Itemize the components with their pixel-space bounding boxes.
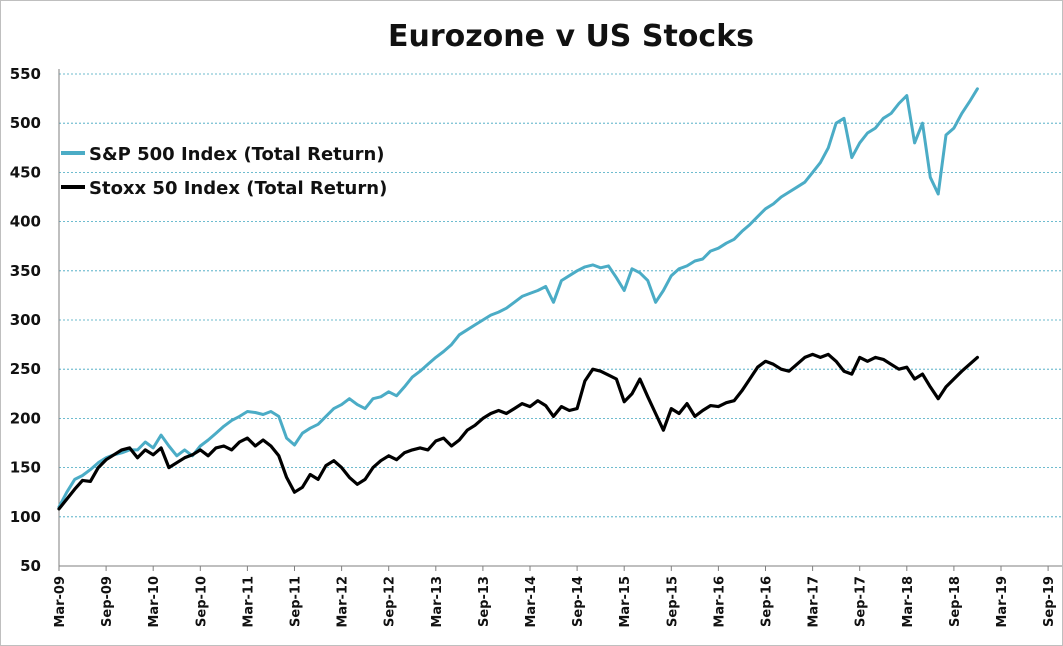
legend-label-sp500: S&P 500 Index (Total Return) xyxy=(89,144,385,165)
x-tick-label: Sep-10 xyxy=(194,576,209,627)
y-tick-label: 350 xyxy=(10,262,41,280)
x-tick-label: Mar-13 xyxy=(430,576,445,628)
x-tick-label: Mar-15 xyxy=(618,576,633,628)
x-axis-ticks: Mar-09 Sep-09 Mar-10 Sep-10 Mar-11 Sep-11 Mar-… xyxy=(53,566,1057,628)
y-tick-label: 200 xyxy=(10,409,41,427)
x-tick-label: Sep-12 xyxy=(383,576,398,627)
y-tick-label: 550 xyxy=(10,65,41,83)
x-tick-label: Sep-15 xyxy=(665,576,680,627)
x-tick-label: Mar-18 xyxy=(901,576,916,628)
legend: S&P 500 Index (Total Return) Stoxx 50 In… xyxy=(61,144,387,199)
y-tick-label: 100 xyxy=(10,508,41,526)
x-tick-label: Sep-17 xyxy=(854,576,869,627)
x-tick-label: Mar-09 xyxy=(53,576,68,628)
series-lines xyxy=(57,87,980,511)
y-tick-label: 50 xyxy=(20,557,41,575)
x-tick-label: Mar-17 xyxy=(807,576,822,628)
x-tick-label: Mar-11 xyxy=(241,576,256,628)
x-tick-label: Mar-16 xyxy=(712,576,727,628)
x-tick-label: Sep-11 xyxy=(289,576,304,627)
series-line-stoxx50 xyxy=(57,352,980,511)
y-tick-label: 250 xyxy=(10,360,41,378)
series-line-sp500 xyxy=(57,87,979,509)
y-tick-label: 150 xyxy=(10,459,41,477)
x-tick-label: Mar-19 xyxy=(995,576,1010,628)
y-axis-ticks: 50 100 150 200 250 300 350 400 450 500 550 xyxy=(10,65,41,575)
x-tick-label: Mar-10 xyxy=(147,576,162,628)
x-tick-label: Sep-13 xyxy=(477,576,492,627)
y-tick-label: 500 xyxy=(10,114,41,132)
gridlines xyxy=(58,69,1062,567)
x-tick-label: Sep-18 xyxy=(948,576,963,627)
legend-label-stoxx50: Stoxx 50 Index (Total Return) xyxy=(89,178,387,199)
y-tick-label: 450 xyxy=(10,163,41,181)
x-tick-label: Mar-12 xyxy=(336,576,351,628)
x-tick-label: Sep-16 xyxy=(760,576,775,627)
chart-title: Eurozone v US Stocks xyxy=(388,19,754,54)
y-tick-label: 300 xyxy=(10,311,41,329)
x-tick-label: Sep-09 xyxy=(100,576,115,627)
x-tick-label: Sep-14 xyxy=(571,576,586,627)
x-tick-label: Sep-19 xyxy=(1042,576,1057,627)
x-tick-label: Mar-14 xyxy=(524,576,539,628)
y-tick-label: 400 xyxy=(10,213,41,231)
